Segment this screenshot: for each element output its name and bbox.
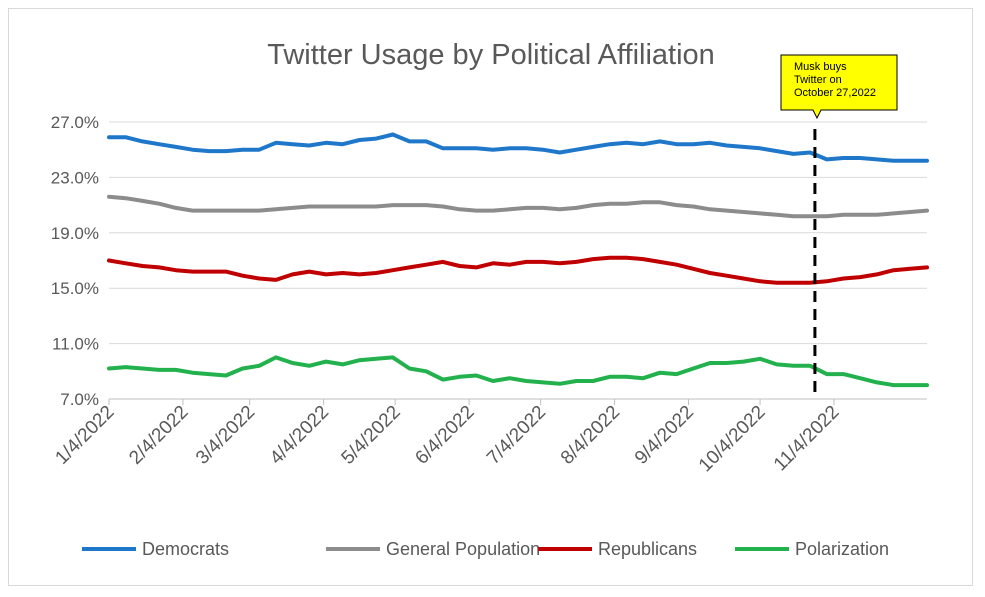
y-tick-label: 11.0% — [52, 335, 99, 354]
x-tick-label: 8/4/2022 — [557, 402, 624, 469]
annotation-text: Twitter on — [794, 74, 842, 86]
y-tick-label: 23.0% — [51, 168, 99, 187]
legend: Democrats General Population Republicans Po… — [82, 539, 889, 559]
x-tick-label: 9/4/2022 — [631, 402, 698, 469]
x-tick-label: 10/4/2022 — [695, 402, 770, 477]
chart-svg: Twitter Usage by Political Affiliation 7… — [51, 39, 929, 559]
x-tick-label: 3/4/2022 — [192, 402, 259, 469]
chart-frame: Twitter Usage by Political Affiliation 7… — [8, 8, 973, 586]
legend-label: General Population — [386, 539, 540, 559]
legend-label: Democrats — [142, 539, 229, 559]
series-line-general-population — [107, 194, 929, 219]
x-tick-label: 1/4/2022 — [51, 402, 118, 469]
x-tick-label: 7/4/2022 — [483, 402, 550, 469]
x-tick-label: 11/4/2022 — [770, 402, 844, 476]
y-tick-label: 27.0% — [51, 113, 99, 132]
legend-label: Polarization — [795, 539, 889, 559]
x-tick-label: 6/4/2022 — [411, 402, 478, 469]
series-lines — [107, 132, 929, 388]
annotation-box — [780, 54, 898, 120]
chart-title: Twitter Usage by Political Affiliation — [267, 39, 715, 71]
x-tick-label: 2/4/2022 — [125, 402, 192, 469]
axes: 7.0% 11.0% 15.0% 19.0% 23.0% 27.0% 1/4/2022 2/4… — [51, 113, 927, 476]
y-tick-label: 15.0% — [51, 279, 99, 298]
gridlines — [109, 121, 927, 400]
series-line-republicans — [107, 255, 929, 285]
series-line-democrats — [107, 132, 929, 163]
annotation-text: Musk buys — [794, 61, 847, 73]
y-tick-label: 7.0% — [60, 390, 99, 409]
x-tick-label: 4/4/2022 — [266, 402, 333, 469]
annotation-text: October 27,2022 — [794, 87, 876, 99]
series-line-polarization — [107, 355, 929, 388]
legend-label: Republicans — [598, 539, 697, 559]
y-tick-label: 19.0% — [51, 224, 99, 243]
x-tick-label: 5/4/2022 — [338, 402, 405, 469]
